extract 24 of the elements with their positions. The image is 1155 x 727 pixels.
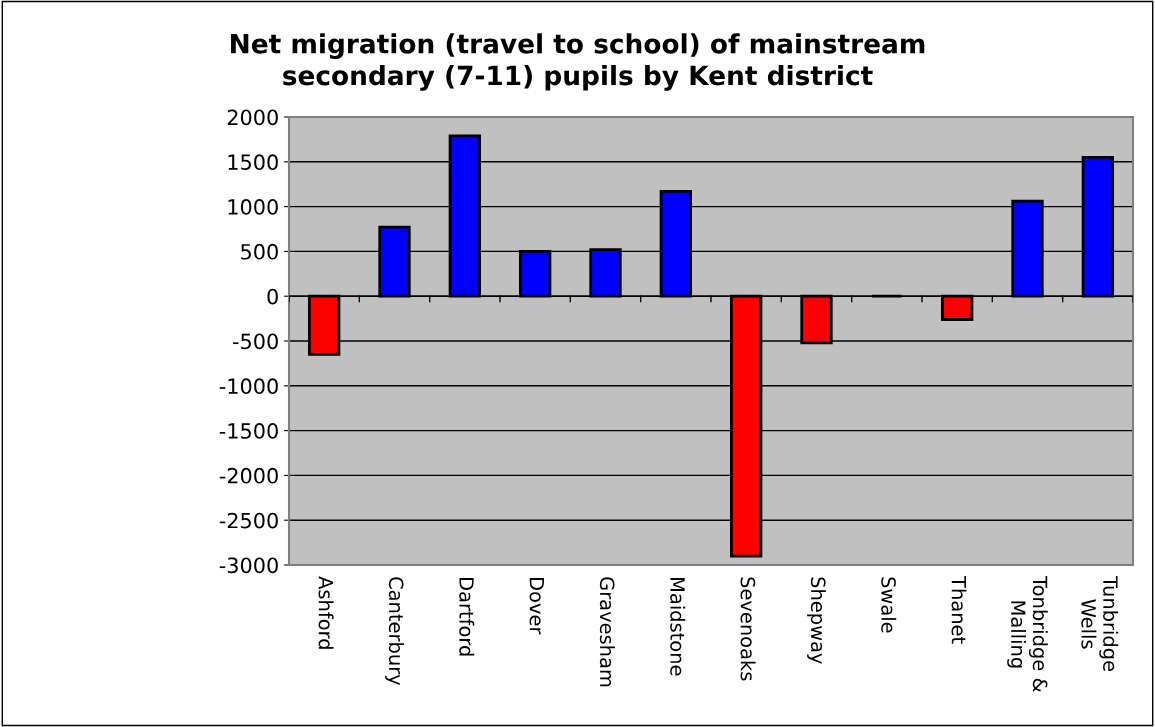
chart-title: Net migration (travel to school) of mainstream secondary (7-11) pupils by Kent district — [231, 33, 925, 91]
y-tick-label: 1500 — [228, 154, 278, 171]
x-tick-label: Sevenoaks — [740, 577, 756, 681]
x-tick-label: Tunbridge Wells — [1081, 576, 1119, 672]
y-tick-label: -1000 — [219, 378, 278, 395]
x-tick-label: Thanet — [951, 576, 967, 644]
y-tick-label: -2500 — [219, 512, 278, 529]
x-tick-label: Shepway — [807, 577, 826, 664]
y-tick-label: 0 — [267, 288, 278, 305]
x-tick-label: Maidstone — [670, 578, 686, 676]
y-tick-label: 2000 — [227, 109, 278, 126]
x-tick-label: Swale — [881, 577, 897, 633]
x-tick-label: Canterbury — [385, 577, 404, 686]
x-tick-label: Gravesham — [599, 577, 615, 687]
y-tick-label: -500 — [233, 333, 278, 350]
y-tick-label: -2000 — [219, 467, 278, 484]
x-tick-label: Ashford — [318, 576, 334, 649]
x-tick-label: Dover — [529, 578, 544, 635]
x-tick-label: Tonbridge & Malling — [1007, 576, 1048, 693]
x-tick-label: Dartford — [459, 578, 475, 656]
y-tick-label: 1000 — [228, 199, 278, 215]
y-tick-label: -1500 — [219, 423, 278, 439]
y-tick-label: -3000 — [219, 557, 278, 574]
y-tick-label: 500 — [241, 243, 278, 260]
